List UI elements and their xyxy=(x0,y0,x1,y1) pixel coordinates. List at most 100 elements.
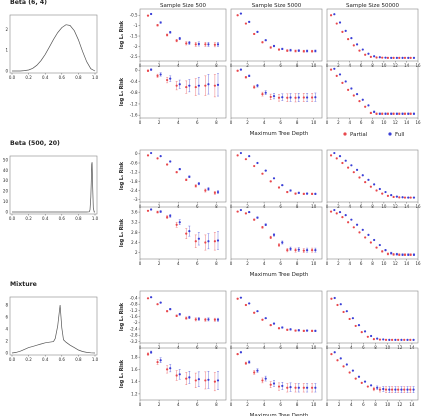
point-full xyxy=(388,338,391,341)
point-full xyxy=(373,238,376,242)
panel-beta500-top-2: 0 2 4 6 8 10 xyxy=(230,149,323,209)
x-tick-label: 2 xyxy=(158,261,161,266)
point-full xyxy=(339,357,342,360)
x-tick-label: 2 xyxy=(337,261,340,266)
point-partial xyxy=(236,210,239,213)
point-partial xyxy=(277,186,281,189)
point-partial xyxy=(369,55,372,58)
point-full xyxy=(188,229,191,233)
x-tick-label: 4 xyxy=(263,120,266,125)
x-tick-label: 0 xyxy=(139,345,142,350)
x-tick-label: 0 xyxy=(139,120,142,125)
panel-beta500-top-3: 0 2 4 6 8 10 12 14 16 xyxy=(326,149,421,209)
point-partial xyxy=(156,360,159,364)
point-full xyxy=(272,233,276,237)
point-full xyxy=(412,196,416,199)
point-partial xyxy=(175,171,178,174)
point-partial xyxy=(302,192,305,195)
y-axis-label: log L₁ Risk xyxy=(119,218,125,247)
y-tick-label: 20 xyxy=(3,189,9,194)
point-full xyxy=(338,73,342,76)
panel-beta64-bottom-2: 0 2 4 6 8 10 xyxy=(230,65,323,125)
x-tick-label: 2 xyxy=(158,204,161,209)
x-tick-label: 0.2 xyxy=(25,75,32,80)
y-tick-label: 2.4 xyxy=(131,240,138,245)
point-full xyxy=(338,21,342,24)
point-full xyxy=(376,386,379,389)
x-tick-label: 1.0 xyxy=(92,357,99,362)
point-partial xyxy=(146,353,150,356)
x-tick-label: 10 xyxy=(381,261,387,266)
point-full xyxy=(239,351,243,354)
point-partial xyxy=(269,236,272,239)
point-partial xyxy=(213,380,216,383)
x-tick-label: 1.0 xyxy=(92,75,99,80)
point-full xyxy=(395,253,398,256)
point-full xyxy=(169,367,172,370)
x-tick-label: 6 xyxy=(196,120,199,125)
panel-beta500-bottom-3: 0 2 4 6 8 10 12 14 16 xyxy=(326,206,421,266)
point-full xyxy=(361,98,364,101)
point-partial xyxy=(213,191,216,194)
x-tick-label: 0 xyxy=(230,204,233,209)
point-full xyxy=(305,96,309,99)
point-partial xyxy=(310,96,314,99)
point-partial xyxy=(261,226,264,229)
x-tick-label: 0 xyxy=(326,402,329,407)
point-full xyxy=(345,363,348,366)
point-full xyxy=(159,73,162,76)
point-partial xyxy=(329,210,333,213)
point-partial xyxy=(372,387,375,391)
x-tick-label: 6 xyxy=(279,345,282,350)
point-full xyxy=(248,155,251,158)
point-full xyxy=(412,388,415,391)
point-full xyxy=(363,330,367,333)
x-tick-label: 2 xyxy=(337,120,340,125)
point-full xyxy=(378,112,381,115)
point-full xyxy=(395,56,398,59)
point-full xyxy=(207,43,210,46)
y-tick-label: 2 xyxy=(5,338,8,343)
point-full xyxy=(344,80,347,83)
point-full xyxy=(314,329,317,332)
point-partial xyxy=(236,297,239,300)
point-full xyxy=(333,67,336,70)
panel-frame xyxy=(230,149,323,203)
y-axis-label: log L₁ Risk xyxy=(119,161,125,190)
point-partial xyxy=(364,181,367,184)
point-partial xyxy=(375,246,378,249)
y-tick-label: 0 xyxy=(5,350,8,355)
x-tick-label: 10 xyxy=(385,345,391,350)
x-tick-label: 8 xyxy=(296,63,299,68)
point-partial xyxy=(253,371,256,374)
point-full xyxy=(207,83,210,86)
point-full xyxy=(394,388,397,391)
point-partial xyxy=(360,331,363,334)
point-full xyxy=(197,237,200,240)
x-tick-label: 10 xyxy=(381,120,387,125)
x-tick-label: 2 xyxy=(338,345,341,350)
point-partial xyxy=(244,158,248,161)
point-full xyxy=(188,175,191,178)
point-full xyxy=(297,386,300,389)
point-full xyxy=(159,155,162,158)
x-tick-label: 2 xyxy=(158,345,161,350)
point-partial xyxy=(185,232,188,235)
point-full xyxy=(188,376,191,379)
x-tick-label: 8 xyxy=(296,204,299,209)
point-partial xyxy=(403,338,406,341)
point-full xyxy=(216,239,220,242)
point-full xyxy=(401,196,404,199)
point-full xyxy=(357,324,361,327)
x-tick-label: 6 xyxy=(279,63,282,68)
x-tick-label: 8 xyxy=(215,261,218,266)
x-tick-label: 6 xyxy=(360,204,363,209)
point-full xyxy=(272,322,276,325)
point-full xyxy=(390,252,393,255)
point-full xyxy=(289,247,292,250)
point-partial xyxy=(354,377,357,380)
point-partial xyxy=(336,359,339,362)
x-tick-label: 10 xyxy=(311,402,317,407)
panel-frame xyxy=(139,65,227,119)
point-full xyxy=(314,249,317,252)
